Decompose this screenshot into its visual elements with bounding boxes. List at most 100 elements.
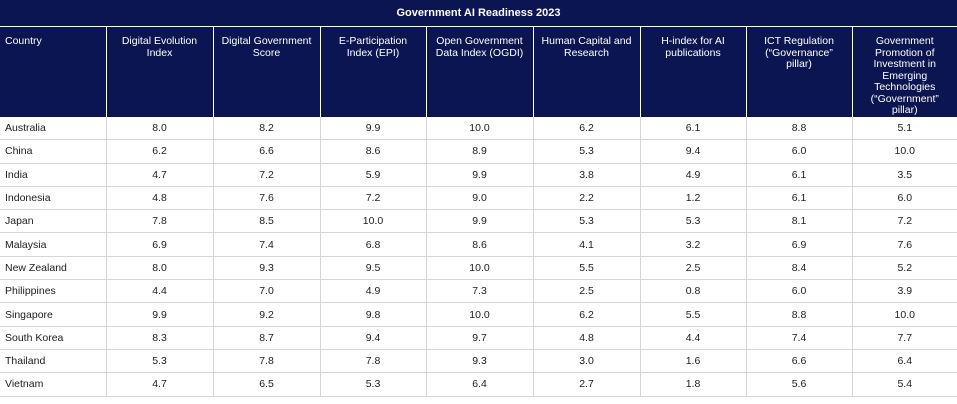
value-cell: 6.1 <box>640 116 747 141</box>
value-cell: 9.0 <box>426 186 534 211</box>
column-header-human-capital-research: Human Capital and Research <box>533 27 641 117</box>
value-cell: 6.1 <box>746 163 853 187</box>
country-cell: Vietnam <box>0 372 107 397</box>
value-cell: 7.8 <box>213 349 321 374</box>
value-cell: 7.6 <box>213 186 321 211</box>
table-row: New Zealand 8.0 9.3 9.5 10.0 5.5 2.5 8.4 5.2 <box>0 256 957 281</box>
value-cell: 6.2 <box>106 139 214 164</box>
value-cell: 4.9 <box>640 163 747 187</box>
value-cell: 9.9 <box>426 209 534 234</box>
table-row: Japan 7.8 8.5 10.0 9.9 5.3 5.3 8.1 7.2 <box>0 209 957 234</box>
value-cell: 4.9 <box>320 279 427 304</box>
table-row: Thailand 5.3 7.8 7.8 9.3 3.0 1.6 6.6 6.4 <box>0 349 957 374</box>
table-row: Singapore 9.9 9.2 9.8 10.0 6.2 5.5 8.8 10.0 <box>0 302 957 327</box>
country-cell: Japan <box>0 209 107 234</box>
value-cell: 9.9 <box>320 116 427 141</box>
country-cell: Indonesia <box>0 186 107 211</box>
value-cell: 9.2 <box>213 302 321 327</box>
value-cell: 7.4 <box>746 326 853 350</box>
value-cell: 5.6 <box>746 372 853 397</box>
value-cell: 7.8 <box>106 209 214 234</box>
value-cell: 8.6 <box>320 139 427 164</box>
value-cell: 7.3 <box>426 279 534 304</box>
column-header-e-participation-index: E-Participation Index (EPI) <box>320 27 427 117</box>
table-row: China 6.2 6.6 8.6 8.9 5.3 9.4 6.0 10.0 <box>0 139 957 164</box>
value-cell: 0.8 <box>640 279 747 304</box>
value-cell: 6.1 <box>746 186 853 211</box>
column-header-digital-evolution-index: Digital Evolution Index <box>106 27 214 117</box>
value-cell: 5.1 <box>852 116 957 141</box>
value-cell: 6.9 <box>746 232 853 257</box>
value-cell: 7.8 <box>320 349 427 374</box>
value-cell: 6.0 <box>746 139 853 164</box>
value-cell: 6.4 <box>426 372 534 397</box>
value-cell: 5.3 <box>320 372 427 397</box>
table-row: Vietnam 4.7 6.5 5.3 6.4 2.7 1.8 5.6 5.4 <box>0 372 957 397</box>
value-cell: 10.0 <box>426 256 534 281</box>
value-cell: 7.2 <box>852 209 957 234</box>
value-cell: 8.3 <box>106 326 214 350</box>
value-cell: 9.7 <box>426 326 534 350</box>
value-cell: 5.3 <box>533 139 641 164</box>
value-cell: 9.3 <box>213 256 321 281</box>
value-cell: 3.0 <box>533 349 641 374</box>
country-cell: Malaysia <box>0 232 107 257</box>
country-cell: Singapore <box>0 302 107 327</box>
value-cell: 8.0 <box>106 256 214 281</box>
value-cell: 7.2 <box>213 163 321 187</box>
value-cell: 9.9 <box>426 163 534 187</box>
value-cell: 10.0 <box>852 139 957 164</box>
country-cell: Australia <box>0 116 107 141</box>
value-cell: 8.1 <box>746 209 853 234</box>
value-cell: 8.0 <box>106 116 214 141</box>
value-cell: 4.7 <box>106 372 214 397</box>
value-cell: 4.1 <box>533 232 641 257</box>
country-cell: Thailand <box>0 349 107 374</box>
value-cell: 9.4 <box>640 139 747 164</box>
country-cell: New Zealand <box>0 256 107 281</box>
value-cell: 4.8 <box>533 326 641 350</box>
value-cell: 8.8 <box>746 116 853 141</box>
country-cell: South Korea <box>0 326 107 350</box>
value-cell: 8.8 <box>746 302 853 327</box>
country-cell: India <box>0 163 107 187</box>
value-cell: 8.9 <box>426 139 534 164</box>
table-row: Australia 8.0 8.2 9.9 10.0 6.2 6.1 8.8 5.1 <box>0 116 957 141</box>
table-row: South Korea 8.3 8.7 9.4 9.7 4.8 4.4 7.4 7.7 <box>0 326 957 350</box>
value-cell: 6.9 <box>106 232 214 257</box>
value-cell: 5.9 <box>320 163 427 187</box>
value-cell: 2.5 <box>640 256 747 281</box>
value-cell: 9.9 <box>106 302 214 327</box>
value-cell: 1.2 <box>640 186 747 211</box>
value-cell: 5.3 <box>640 209 747 234</box>
value-cell: 3.2 <box>640 232 747 257</box>
header-row: Country Digital Evolution Index Digital … <box>0 27 957 117</box>
column-header-digital-government-score: Digital Government Score <box>213 27 321 117</box>
value-cell: 7.0 <box>213 279 321 304</box>
value-cell: 6.4 <box>852 349 957 374</box>
value-cell: 4.4 <box>640 326 747 350</box>
table-row: Philippines 4.4 7.0 4.9 7.3 2.5 0.8 6.0 3.9 <box>0 279 957 304</box>
column-header-country: Country <box>0 27 107 117</box>
value-cell: 9.8 <box>320 302 427 327</box>
value-cell: 5.5 <box>533 256 641 281</box>
value-cell: 8.6 <box>426 232 534 257</box>
value-cell: 5.4 <box>852 372 957 397</box>
table-title: Government AI Readiness 2023 <box>0 0 957 27</box>
value-cell: 9.4 <box>320 326 427 350</box>
value-cell: 10.0 <box>852 302 957 327</box>
value-cell: 6.5 <box>213 372 321 397</box>
value-cell: 8.4 <box>746 256 853 281</box>
value-cell: 5.5 <box>640 302 747 327</box>
column-header-government-promotion-investment: Government Promotion of Investment in Em… <box>852 27 957 117</box>
value-cell: 8.7 <box>213 326 321 350</box>
value-cell: 2.7 <box>533 372 641 397</box>
value-cell: 5.3 <box>106 349 214 374</box>
column-header-ict-regulation: ICT Regulation (“Governance” pillar) <box>746 27 853 117</box>
value-cell: 7.6 <box>852 232 957 257</box>
value-cell: 1.6 <box>640 349 747 374</box>
value-cell: 8.2 <box>213 116 321 141</box>
value-cell: 5.3 <box>533 209 641 234</box>
value-cell: 2.5 <box>533 279 641 304</box>
